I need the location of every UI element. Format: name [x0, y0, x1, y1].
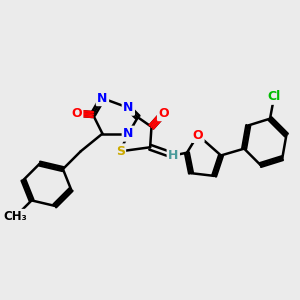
Text: N: N	[123, 101, 134, 114]
Text: S: S	[116, 145, 125, 158]
Text: CH₃: CH₃	[3, 210, 27, 223]
Text: O: O	[193, 128, 203, 142]
Text: O: O	[71, 107, 82, 120]
Text: O: O	[158, 107, 169, 120]
Text: N: N	[97, 92, 108, 105]
Text: Cl: Cl	[268, 90, 281, 104]
Text: H: H	[168, 149, 178, 162]
Text: N: N	[123, 127, 134, 140]
